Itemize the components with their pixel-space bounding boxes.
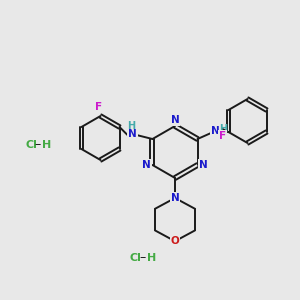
Text: N: N xyxy=(128,129,137,139)
Text: –: – xyxy=(35,139,41,152)
Text: H: H xyxy=(220,124,228,134)
Text: Cl: Cl xyxy=(130,253,142,263)
Text: N: N xyxy=(171,115,179,125)
Text: Cl: Cl xyxy=(25,140,37,150)
Text: N: N xyxy=(171,193,179,203)
Text: O: O xyxy=(171,236,179,246)
Text: N: N xyxy=(211,126,220,136)
Text: N: N xyxy=(142,160,151,170)
Text: H: H xyxy=(128,121,136,131)
Text: –: – xyxy=(140,251,146,265)
Text: H: H xyxy=(147,253,157,263)
Text: F: F xyxy=(95,102,102,112)
Text: H: H xyxy=(42,140,52,150)
Text: N: N xyxy=(199,160,208,170)
Text: F: F xyxy=(219,131,226,141)
